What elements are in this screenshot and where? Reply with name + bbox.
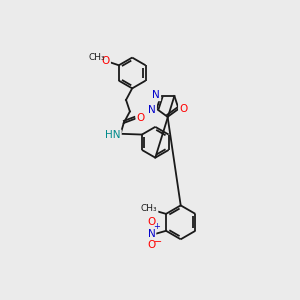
Text: CH₃: CH₃	[141, 204, 158, 213]
Text: O: O	[147, 217, 155, 227]
Text: O: O	[102, 56, 110, 66]
Text: O: O	[179, 104, 187, 114]
Text: +: +	[153, 223, 160, 232]
Text: −: −	[154, 237, 162, 248]
Text: CH₃: CH₃	[89, 53, 106, 62]
Text: O: O	[147, 240, 155, 250]
Text: HN: HN	[105, 130, 121, 140]
Text: O: O	[136, 112, 145, 123]
Text: N: N	[152, 90, 160, 100]
Text: N: N	[148, 229, 155, 239]
Text: N: N	[148, 105, 156, 115]
